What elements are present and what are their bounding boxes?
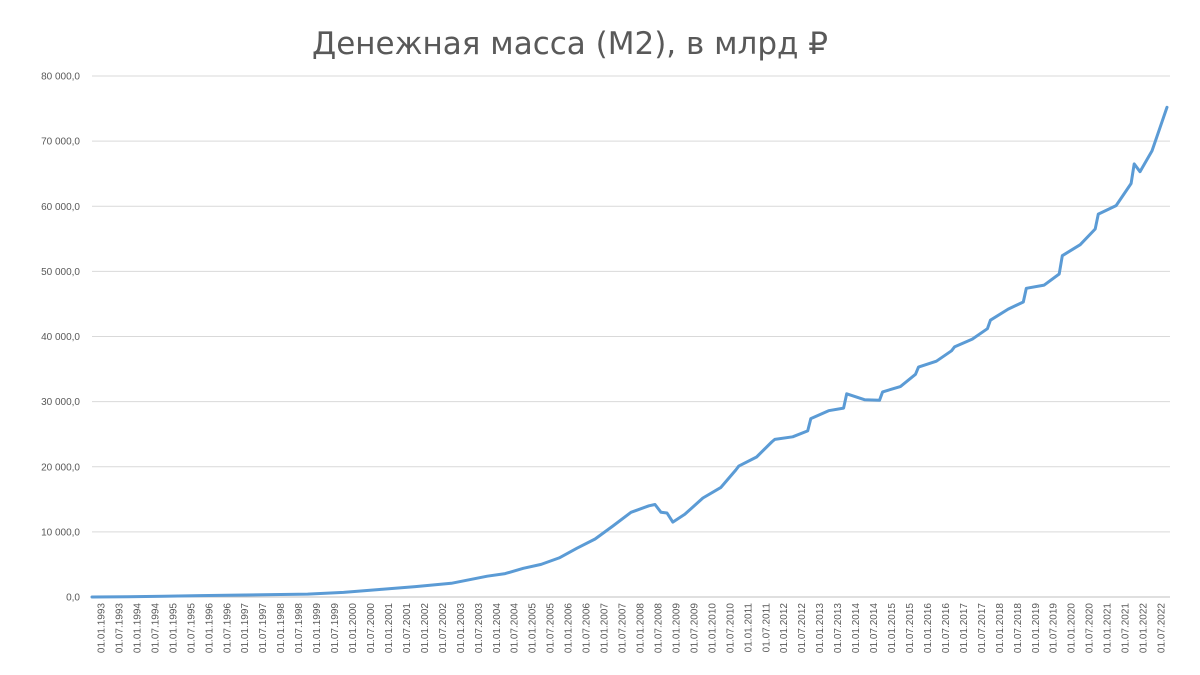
x-tick-label: 01.01.2008 [635, 603, 646, 653]
x-tick-label: 01.07.2001 [402, 603, 413, 653]
y-tick-label: 10 000,0 [41, 527, 80, 538]
y-tick-label: 80 000,0 [41, 72, 80, 83]
x-tick-label: 01.07.1999 [330, 603, 341, 653]
x-tick-label: 01.01.2017 [959, 603, 970, 653]
x-tick-label: 01.07.2016 [941, 603, 952, 653]
x-tick-label: 01.07.2004 [510, 603, 521, 653]
x-tick-label: 01.07.2003 [474, 603, 485, 653]
x-tick-label: 01.07.2007 [618, 603, 629, 653]
x-tick-label: 01.07.2011 [761, 603, 772, 653]
x-tick-label: 01.01.2015 [887, 603, 898, 653]
x-tick-label: 01.07.2018 [1013, 603, 1024, 653]
y-tick-label: 50 000,0 [41, 267, 80, 278]
x-tick-label: 01.07.2009 [689, 603, 700, 653]
x-tick-label: 01.07.2017 [977, 603, 988, 653]
x-tick-label: 01.07.1993 [114, 603, 125, 653]
x-tick-label: 01.01.2005 [528, 603, 539, 653]
gridlines [92, 75, 1170, 598]
x-tick-label: 01.07.2000 [366, 603, 377, 653]
y-tick-label: 0,0 [66, 593, 80, 604]
x-tick-label: 01.01.2013 [815, 603, 826, 653]
x-tick-label: 01.01.2007 [600, 603, 611, 653]
x-tick-label: 01.07.2013 [833, 603, 844, 653]
x-tick-label: 01.07.2008 [653, 603, 664, 653]
x-tick-label: 01.01.2020 [1067, 603, 1078, 653]
x-tick-label: 01.01.2006 [564, 603, 575, 653]
y-tick-label: 60 000,0 [41, 202, 80, 213]
y-tick-label: 20 000,0 [41, 462, 80, 473]
x-tick-label: 01.01.2000 [348, 603, 359, 653]
x-tick-label: 01.01.2011 [743, 603, 754, 653]
x-axis-labels: 01.01.1993 01.07.1993 01.01.1994 01.07.1994… [96, 603, 1167, 653]
series-layer [90, 105, 1169, 599]
y-tick-label: 40 000,0 [41, 332, 80, 343]
x-tick-label: 01.01.2010 [707, 603, 718, 653]
x-tick-label: 01.07.2012 [797, 603, 808, 653]
x-tick-label: 01.01.2022 [1139, 603, 1150, 653]
x-tick-label: 01.01.1993 [96, 603, 107, 653]
x-tick-label: 01.07.2021 [1121, 603, 1132, 653]
x-tick-label: 01.07.2015 [905, 603, 916, 653]
x-tick-label: 01.01.2001 [384, 603, 395, 653]
x-tick-label: 01.01.2016 [923, 603, 934, 653]
x-tick-label: 01.01.2003 [456, 603, 467, 653]
x-tick-label: 01.01.1997 [240, 603, 251, 653]
x-tick-label: 01.01.1999 [312, 603, 323, 653]
x-tick-label: 01.07.2006 [582, 603, 593, 653]
x-tick-label: 01.07.2002 [438, 603, 449, 653]
x-tick-label: 01.07.1994 [150, 603, 161, 653]
x-tick-label: 01.07.1998 [294, 603, 305, 653]
x-tick-label: 01.07.2020 [1085, 603, 1096, 653]
x-tick-label: 01.01.2002 [420, 603, 431, 653]
y-axis-labels: 0,0 10 000,0 20 000,0 30 000,0 40 000,0 50 00… [41, 72, 80, 604]
series-line [90, 105, 1169, 599]
x-tick-label: 01.01.2004 [492, 603, 503, 653]
x-tick-label: 01.01.2014 [851, 603, 862, 653]
x-tick-label: 01.01.2019 [1031, 603, 1042, 653]
x-tick-label: 01.07.1997 [258, 603, 269, 653]
x-tick-label: 01.01.1994 [132, 603, 143, 653]
x-tick-label: 01.01.2009 [671, 603, 682, 653]
x-tick-label: 01.01.2021 [1103, 603, 1114, 653]
x-tick-label: 01.01.2012 [779, 603, 790, 653]
y-tick-label: 70 000,0 [41, 137, 80, 148]
x-tick-label: 01.01.2018 [995, 603, 1006, 653]
x-tick-label: 01.07.2019 [1049, 603, 1060, 653]
x-tick-label: 01.07.2022 [1157, 603, 1168, 653]
x-tick-label: 01.07.2005 [546, 603, 557, 653]
chart-title: Денежная масса (М2), в млрд ₽ [311, 26, 829, 62]
x-tick-label: 01.01.1995 [168, 603, 179, 653]
x-tick-label: 01.01.1998 [276, 603, 287, 653]
x-tick-label: 01.01.1996 [204, 603, 215, 653]
x-tick-label: 01.07.2010 [725, 603, 736, 653]
x-tick-label: 01.07.1996 [222, 603, 233, 653]
x-tick-label: 01.07.2014 [869, 603, 880, 653]
x-tick-label: 01.07.1995 [186, 603, 197, 653]
y-tick-label: 30 000,0 [41, 397, 80, 408]
